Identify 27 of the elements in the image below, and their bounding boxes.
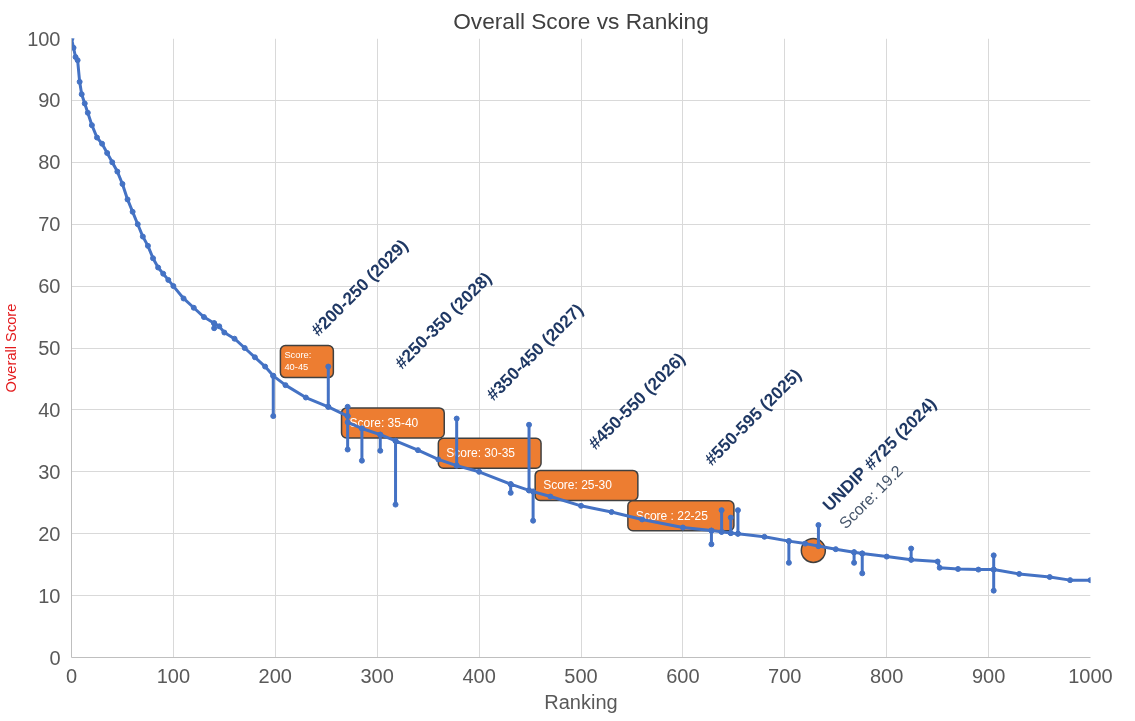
x-tick-label: 0	[65, 664, 78, 687]
x-tick-label: 900	[971, 664, 1006, 687]
y-tick-label: 60	[38, 275, 61, 298]
x-tick-label: 600	[666, 664, 700, 687]
y-tick-label: 10	[38, 584, 61, 607]
x-tick-label: 1000	[1068, 664, 1113, 687]
x-tick-label: 400	[462, 664, 496, 687]
x-tick-label: 300	[360, 664, 394, 687]
x-tick-label: 800	[870, 664, 904, 687]
x-axis-title: Ranking	[544, 690, 618, 713]
chart-title: Overall Score vs Ranking	[453, 7, 709, 34]
x-tick-label: 200	[258, 664, 292, 687]
y-tick-label: 50	[38, 337, 61, 359]
y-tick-label: 20	[38, 522, 61, 545]
annotation: Score: 40-45	[284, 349, 312, 372]
y-tick-label: 30	[38, 460, 61, 483]
x-tick-label: 500	[564, 664, 598, 687]
y-tick-label: 40	[38, 398, 61, 421]
y-tick-label: 70	[38, 213, 61, 236]
y-tick-label: 100	[27, 27, 61, 50]
annotation: Score: 25-30	[543, 478, 613, 493]
y-tick-label: 90	[38, 89, 61, 112]
y-tick-label: 0	[49, 646, 61, 669]
x-tick-label: 100	[156, 664, 191, 687]
y-tick-label: 80	[38, 151, 61, 174]
x-tick-label: 700	[768, 664, 802, 687]
y-axis-title: Overall Score	[3, 303, 20, 393]
